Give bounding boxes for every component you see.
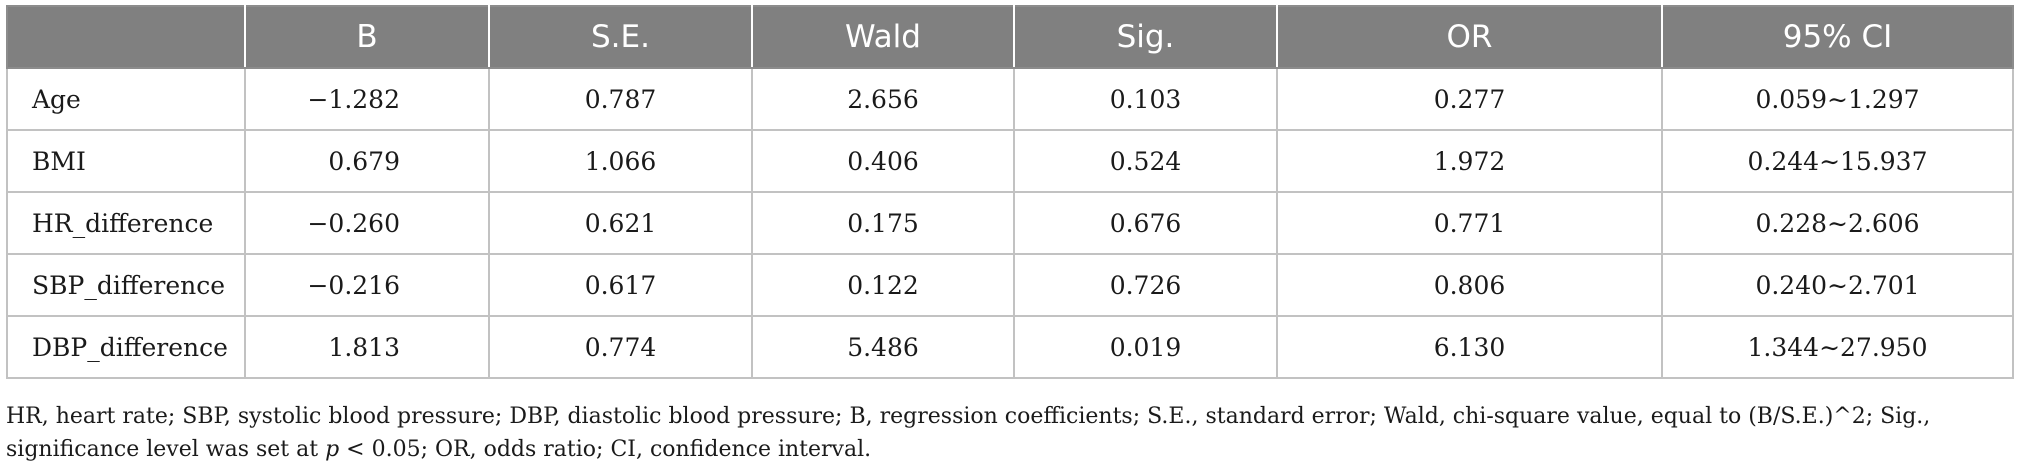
regression-table-container: B S.E. Wald Sig. OR 95% CI Age −1.282 0.… <box>6 5 2014 379</box>
cell-wald: 0.406 <box>751 129 1015 193</box>
cell-ci: 0.240∼2.701 <box>1661 253 2014 317</box>
cell-sig: 0.524 <box>1013 129 1278 193</box>
row-label: HR_difference <box>6 191 246 255</box>
cell-se: 0.787 <box>488 67 753 131</box>
header-empty <box>6 5 246 69</box>
table-row: DBP_difference 1.813 0.774 5.486 0.019 6… <box>6 315 2014 379</box>
cell-b: −0.216 <box>244 253 490 317</box>
cell-wald: 0.175 <box>751 191 1015 255</box>
cell-se: 0.774 <box>488 315 753 379</box>
header-or: OR <box>1276 5 1663 69</box>
table-footnote: HR, heart rate; SBP, systolic blood pres… <box>6 400 2012 466</box>
header-sig: Sig. <box>1013 5 1278 69</box>
cell-ci: 0.228∼2.606 <box>1661 191 2014 255</box>
row-label: Age <box>6 67 246 131</box>
cell-sig: 0.019 <box>1013 315 1278 379</box>
cell-b: −0.260 <box>244 191 490 255</box>
table-row: Age −1.282 0.787 2.656 0.103 0.277 0.059… <box>6 67 2014 131</box>
regression-table: B S.E. Wald Sig. OR 95% CI Age −1.282 0.… <box>6 5 2014 379</box>
table-row: SBP_difference −0.216 0.617 0.122 0.726 … <box>6 253 2014 317</box>
cell-or: 0.771 <box>1276 191 1663 255</box>
header-wald: Wald <box>751 5 1015 69</box>
cell-se: 1.066 <box>488 129 753 193</box>
footnote-text-end: < 0.05; OR, odds ratio; CI, confidence i… <box>339 437 872 462</box>
cell-se: 0.621 <box>488 191 753 255</box>
cell-or: 0.806 <box>1276 253 1663 317</box>
cell-sig: 0.103 <box>1013 67 1278 131</box>
cell-wald: 5.486 <box>751 315 1015 379</box>
footnote-p-symbol: p <box>325 437 340 462</box>
cell-wald: 2.656 <box>751 67 1015 131</box>
header-row: B S.E. Wald Sig. OR 95% CI <box>6 5 2014 69</box>
cell-wald: 0.122 <box>751 253 1015 317</box>
cell-b: 1.813 <box>244 315 490 379</box>
header-se: S.E. <box>488 5 753 69</box>
cell-ci: 1.344∼27.950 <box>1661 315 2014 379</box>
table-row: HR_difference −0.260 0.621 0.175 0.676 0… <box>6 191 2014 255</box>
table-row: BMI 0.679 1.066 0.406 0.524 1.972 0.244∼… <box>6 129 2014 193</box>
header-ci: 95% CI <box>1661 5 2014 69</box>
footnote-text: HR, heart rate; SBP, systolic blood pres… <box>6 404 1931 462</box>
cell-b: −1.282 <box>244 67 490 131</box>
cell-sig: 0.676 <box>1013 191 1278 255</box>
header-b: B <box>244 5 490 69</box>
row-label: BMI <box>6 129 246 193</box>
cell-b: 0.679 <box>244 129 490 193</box>
row-label: DBP_difference <box>6 315 246 379</box>
cell-ci: 0.059∼1.297 <box>1661 67 2014 131</box>
cell-or: 0.277 <box>1276 67 1663 131</box>
cell-ci: 0.244∼15.937 <box>1661 129 2014 193</box>
cell-or: 1.972 <box>1276 129 1663 193</box>
cell-se: 0.617 <box>488 253 753 317</box>
row-label: SBP_difference <box>6 253 246 317</box>
cell-sig: 0.726 <box>1013 253 1278 317</box>
cell-or: 6.130 <box>1276 315 1663 379</box>
